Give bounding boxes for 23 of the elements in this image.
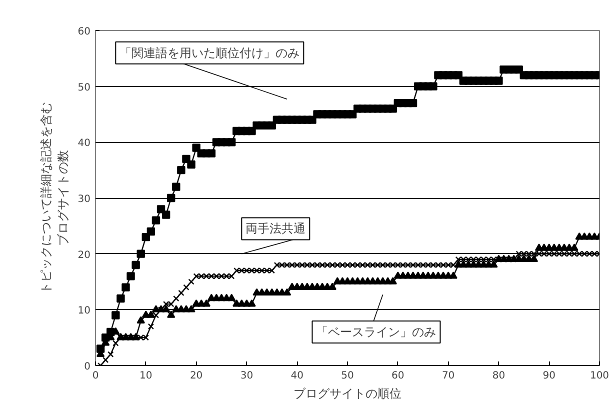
y-tick-label: 40 xyxy=(78,138,91,150)
annotation: 「ベースライン」のみ xyxy=(316,325,436,339)
annotation: 「関連語を用いた順位付け」のみ xyxy=(120,46,300,60)
y-tick-label: 10 xyxy=(78,306,91,317)
y-axis-title: トピックについて詳細な記述を含むブログサイトの数 xyxy=(38,102,70,294)
x-axis-title: ブログサイトの順位 xyxy=(294,386,402,400)
x-tick-label: 50 xyxy=(341,370,354,382)
x-tick-label: 30 xyxy=(240,370,254,382)
y-tick-label: 30 xyxy=(78,194,91,205)
annotation: 両手法共通 xyxy=(246,222,306,236)
x-tick-label: 10 xyxy=(140,370,152,382)
x-tick-label: 70 xyxy=(442,370,455,382)
y-tick-label: 20 xyxy=(78,250,91,261)
y-tick-label: 50 xyxy=(78,82,91,94)
x-tick-label: 100 xyxy=(590,370,610,382)
x-tick-label: 60 xyxy=(392,370,404,382)
x-tick-label: 0 xyxy=(92,370,99,382)
x-tick-label: 90 xyxy=(542,370,556,382)
x-tick-label: 40 xyxy=(290,370,304,382)
y-tick-label: 60 xyxy=(78,26,91,38)
x-tick-label: 80 xyxy=(492,370,506,382)
y-tick-label: 0 xyxy=(84,362,91,372)
x-tick-label: 20 xyxy=(190,370,203,382)
